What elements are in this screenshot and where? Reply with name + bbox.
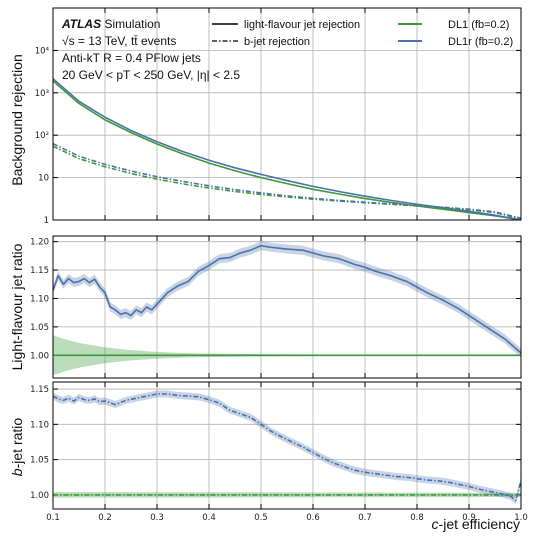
plot-area-rejection xyxy=(53,78,521,220)
atlas-label: ATLAS xyxy=(61,17,101,31)
simulation-label: Simulation xyxy=(104,17,160,31)
ytick-label-light_ratio-2: 1.10 xyxy=(30,294,49,304)
ytick-label-light_ratio-1: 1.05 xyxy=(30,323,49,333)
b-ratio-ylabel: b-jet ratio xyxy=(9,418,25,477)
xtick-label-4: 0.5 xyxy=(254,513,268,523)
legend-dl1-label: DL1 (fb=0.2) xyxy=(448,19,509,31)
xtick-label-1: 0.2 xyxy=(98,513,112,523)
b-ratio-ylabel-italic: b xyxy=(9,468,25,476)
series-band-light_ratio-1 xyxy=(53,241,521,358)
ytick-label-rejection-0: 1 xyxy=(44,216,49,226)
annot-cuts: 20 GeV < pT < 250 GeV, |η| < 2.5 xyxy=(62,68,240,82)
ytick-label-b_ratio-0: 1.00 xyxy=(30,491,49,501)
series-line-b_ratio-1 xyxy=(53,393,521,502)
x-axis-label: c-jet efficiency xyxy=(432,516,520,532)
xtick-label-3: 0.4 xyxy=(202,513,216,523)
xtick-label-5: 0.6 xyxy=(306,513,320,523)
rejection-panel: 1 10 10² 10³ 10⁴ xyxy=(35,7,522,226)
light-ratio-panel: 1.00 1.05 1.10 1.15 1.20 xyxy=(30,235,522,379)
xtick-label-8: 0.9 xyxy=(462,513,476,523)
series-line-rejection-0 xyxy=(53,80,521,220)
ytick-label-rejection-2: 10² xyxy=(35,131,49,141)
ytick-label-b_ratio-2: 1.10 xyxy=(30,420,49,430)
legend-dl1r-label: DL1r (fb=0.2) xyxy=(448,36,513,48)
xtick-label-2: 0.3 xyxy=(150,513,164,523)
plot-area-light_ratio xyxy=(53,241,521,376)
xtick-label-6: 0.7 xyxy=(358,513,372,523)
light-ratio-ylabel: Light-flavour jet ratio xyxy=(9,243,25,370)
series-line-light_ratio-1 xyxy=(53,244,521,354)
frame-b_ratio xyxy=(52,381,522,510)
ytick-label-b_ratio-1: 1.05 xyxy=(30,456,49,466)
ytick-label-b_ratio-3: 1.15 xyxy=(30,385,49,395)
xtick-label-9: 1.0 xyxy=(514,513,528,523)
frame-light_ratio xyxy=(52,235,522,379)
xtick-label-7: 0.8 xyxy=(410,513,424,523)
ytick-label-rejection-4: 10⁴ xyxy=(35,46,50,56)
b-ratio-ylabel-rest: -jet ratio xyxy=(9,418,25,469)
legend-dash-label: b-jet rejection xyxy=(244,36,310,48)
xtick-label-0: 0.1 xyxy=(46,513,60,523)
plot-area-b_ratio xyxy=(53,390,521,505)
rejection-ylabel: Background rejection xyxy=(9,54,25,186)
annot-energy: √s = 13 TeV, tt̄ events xyxy=(62,34,176,48)
ytick-label-rejection-1: 10 xyxy=(38,174,49,184)
series-band-b_ratio-1 xyxy=(53,390,521,505)
ytick-label-light_ratio-3: 1.15 xyxy=(30,266,49,276)
annotations: ATLAS Simulation √s = 13 TeV, tt̄ events… xyxy=(61,17,240,82)
ytick-label-light_ratio-0: 1.00 xyxy=(30,351,49,361)
ytick-label-light_ratio-4: 1.20 xyxy=(30,238,49,248)
series-line-rejection-1 xyxy=(53,78,521,220)
frame-rejection xyxy=(52,7,522,221)
ytick-label-rejection-3: 10³ xyxy=(35,89,49,99)
legend-solid-label: light-flavour jet rejection xyxy=(244,19,360,31)
x-axis-label-rest: -jet efficiency xyxy=(439,516,520,532)
annot-jets: Anti-kT R = 0.4 PFlow jets xyxy=(62,51,201,65)
b-ratio-panel: 1.00 1.05 1.10 1.15 0.1 0.2 0.3 0.4 0.5 0.6 0.7 0.8… xyxy=(30,381,528,523)
legend: light-flavour jet rejection b-jet reject… xyxy=(212,19,513,48)
x-axis-label-italic: c xyxy=(432,516,439,532)
svg-text:ATLAS Simulation: ATLAS Simulation xyxy=(61,17,160,31)
